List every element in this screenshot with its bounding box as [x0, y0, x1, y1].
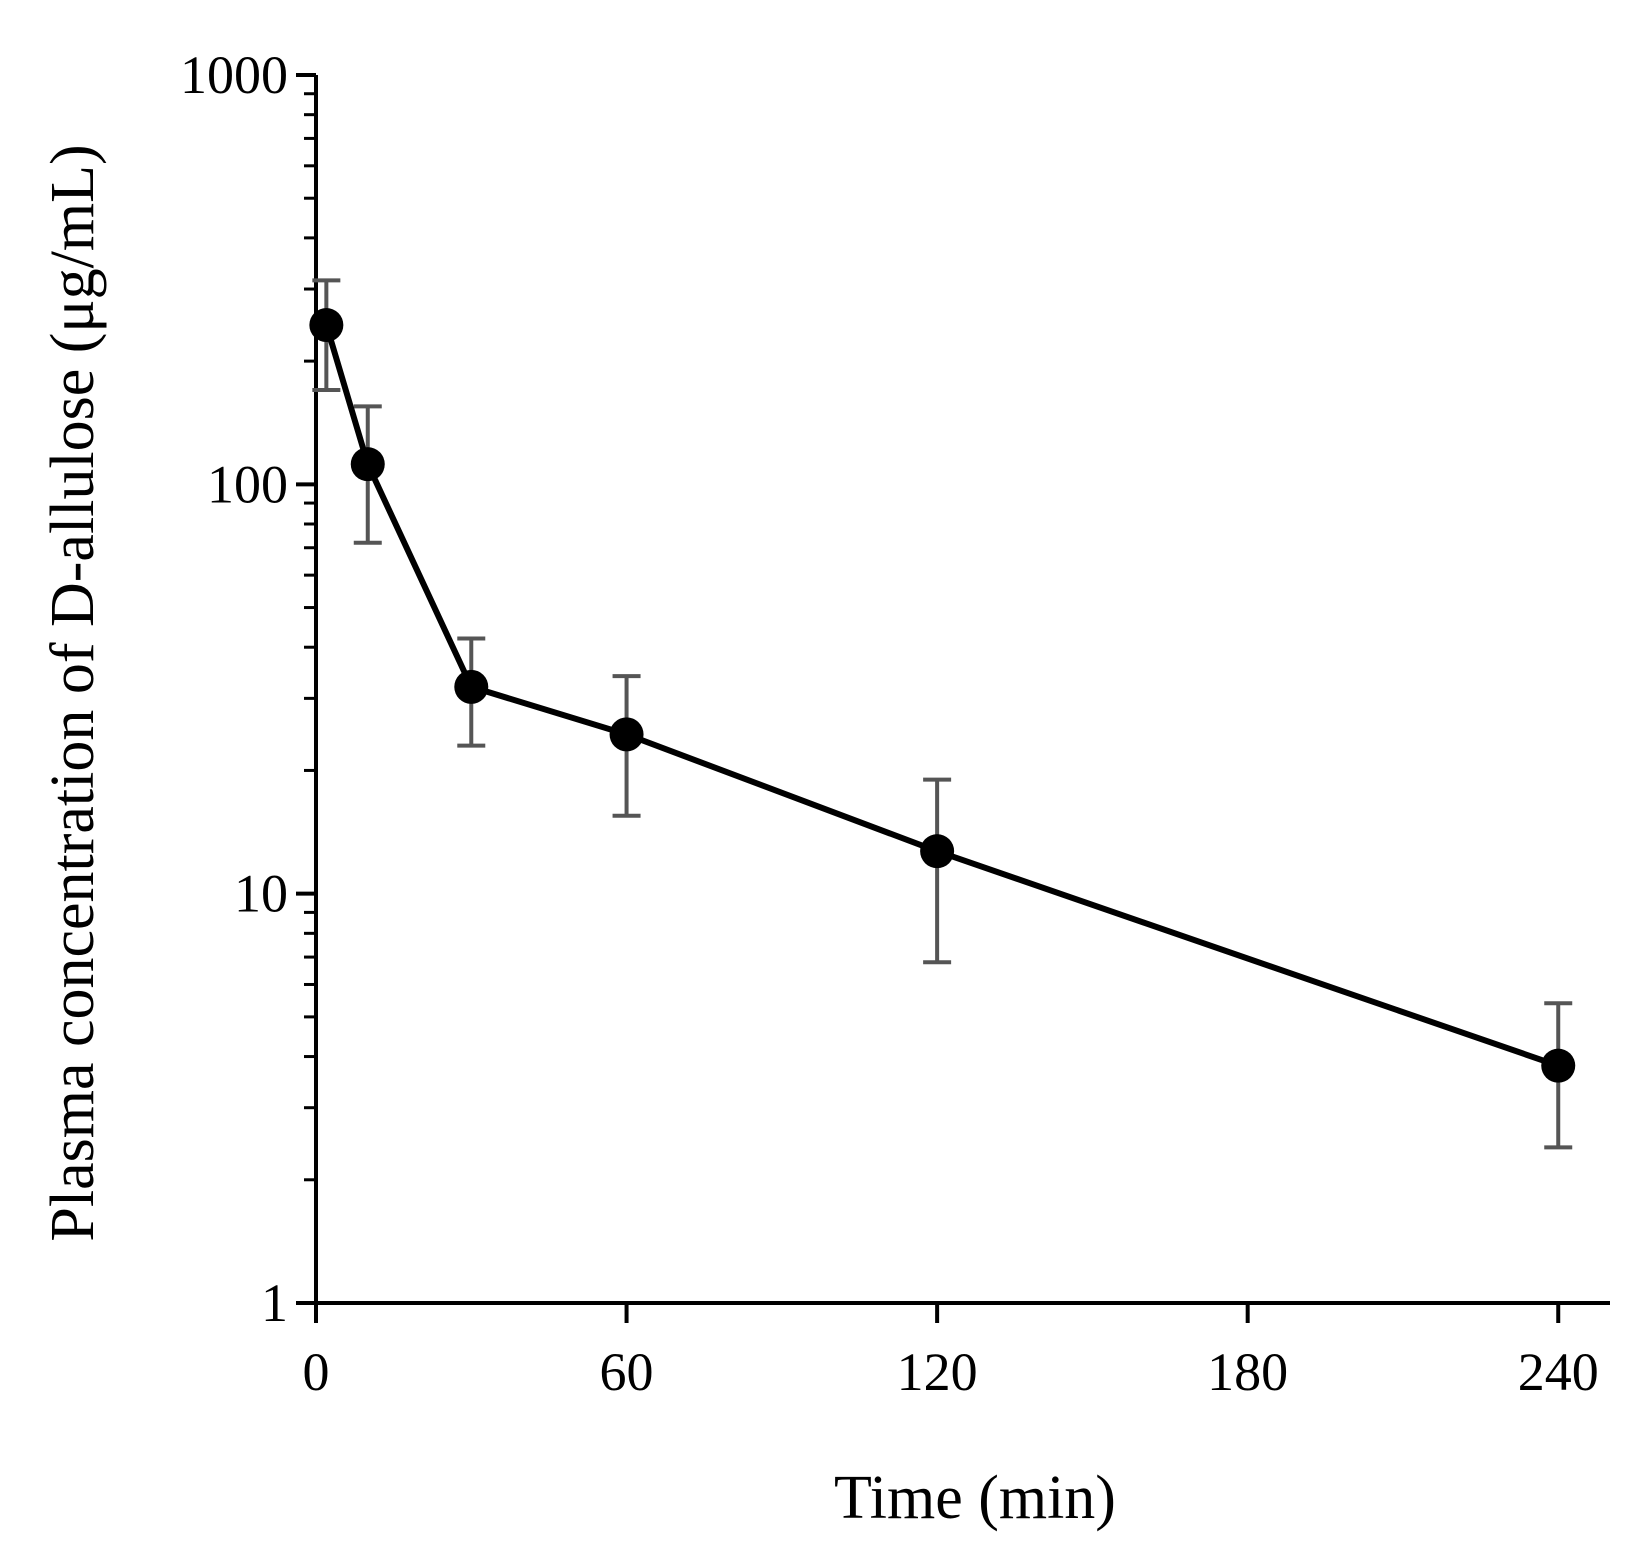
y-axis-title: Plasma concentration of D-allulose (μg/m…: [39, 144, 107, 1241]
x-tick-label: 240: [1518, 1342, 1599, 1402]
x-tick-label: 180: [1207, 1342, 1288, 1402]
series-layer: [309, 278, 1576, 1150]
data-point: [454, 669, 489, 704]
x-tick-label: 0: [303, 1342, 330, 1402]
y-tick-label: 100: [207, 454, 288, 514]
data-point: [350, 447, 385, 482]
x-tick-label: 120: [897, 1342, 978, 1402]
y-tick-label: 1: [261, 1273, 288, 1333]
data-point: [309, 308, 344, 343]
x-axis-title: Time (min): [834, 1464, 1116, 1532]
data-point: [1541, 1048, 1576, 1083]
y-tick-label: 1000: [180, 45, 288, 105]
y-tick-label: 10: [234, 864, 288, 924]
series-line: [323, 324, 1560, 1069]
data-point: [920, 834, 955, 869]
x-tick-label: 60: [600, 1342, 654, 1402]
data-point: [609, 717, 644, 752]
axes: 1 10 100 1000 0 60 120 180 240: [180, 45, 1610, 1402]
